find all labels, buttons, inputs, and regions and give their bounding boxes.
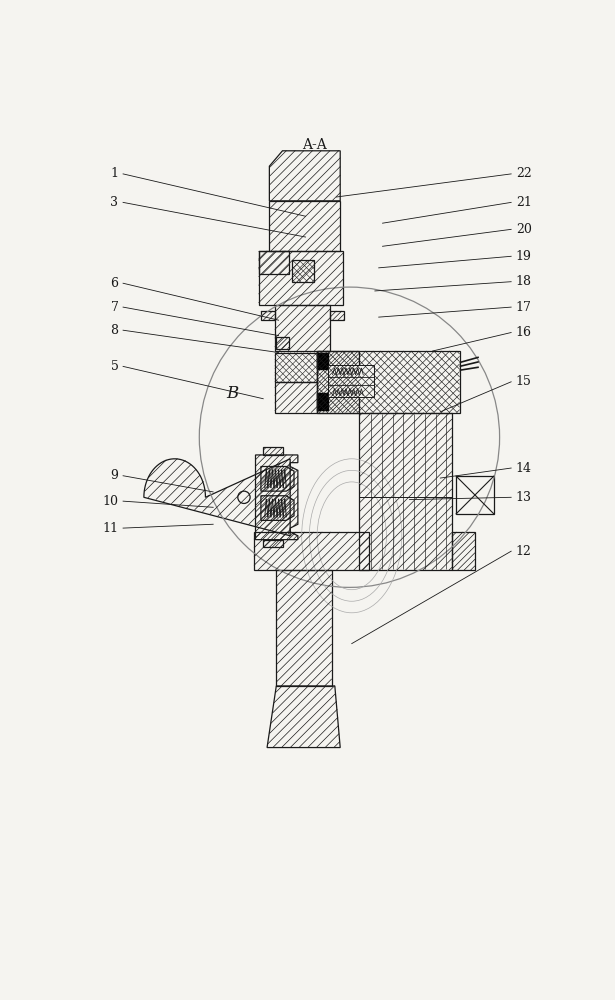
Bar	[359, 413, 452, 570]
Text: 1: 1	[111, 167, 119, 180]
Bar	[254, 532, 370, 570]
Bar	[258, 251, 343, 305]
Text: 19: 19	[516, 250, 531, 263]
Text: 9: 9	[111, 469, 119, 482]
Text: 3: 3	[111, 196, 119, 209]
Bar	[275, 382, 317, 413]
Bar	[293, 260, 314, 282]
Bar	[317, 351, 359, 413]
Text: 17: 17	[516, 301, 531, 314]
Text: 12: 12	[516, 545, 531, 558]
Bar	[328, 365, 374, 397]
Text: 13: 13	[516, 491, 532, 504]
Text: 18: 18	[516, 275, 532, 288]
Bar	[275, 305, 330, 351]
Bar	[317, 353, 328, 369]
Bar	[263, 540, 284, 547]
Text: 10: 10	[103, 495, 119, 508]
Text: 8: 8	[111, 324, 119, 337]
Text: 5: 5	[111, 360, 119, 373]
Bar	[261, 311, 275, 320]
Bar	[276, 337, 290, 349]
Text: 7: 7	[111, 301, 119, 314]
Bar	[456, 476, 494, 514]
Bar	[269, 201, 340, 251]
Text: 6: 6	[111, 277, 119, 290]
Text: 15: 15	[516, 375, 531, 388]
Text: 20: 20	[516, 223, 531, 236]
Text: A-A: A-A	[303, 138, 327, 152]
Text: 11: 11	[103, 522, 119, 535]
Bar	[263, 447, 284, 455]
Text: 16: 16	[516, 326, 532, 339]
Bar	[330, 311, 344, 320]
Text: 21: 21	[516, 196, 531, 209]
Text: 14: 14	[516, 462, 532, 475]
Bar	[452, 532, 475, 570]
Text: 22: 22	[516, 167, 531, 180]
Bar	[276, 570, 331, 686]
Bar	[275, 353, 317, 382]
Bar	[317, 393, 328, 410]
Text: B: B	[226, 385, 239, 402]
Bar	[258, 251, 290, 274]
Bar	[317, 351, 459, 413]
